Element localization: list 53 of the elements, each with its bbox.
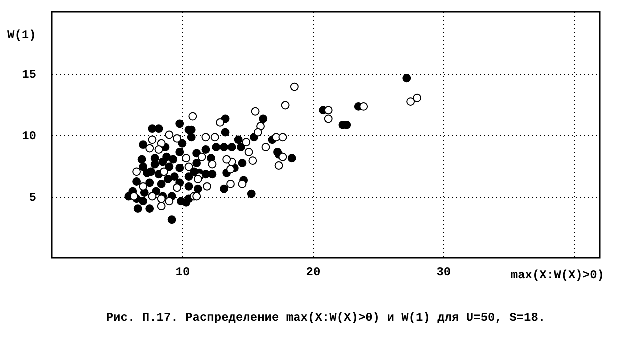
point	[324, 106, 333, 115]
point	[173, 184, 182, 192]
point	[203, 182, 212, 191]
x-tick-label: 30	[436, 266, 452, 280]
point	[194, 175, 202, 184]
point	[406, 98, 416, 106]
point	[157, 194, 166, 204]
point	[278, 133, 288, 142]
point	[413, 94, 422, 102]
point	[274, 162, 284, 170]
y-tick-label: 15	[22, 68, 36, 82]
point	[248, 156, 258, 166]
point	[208, 160, 217, 169]
y-axis-title: W(1)	[8, 28, 36, 42]
point	[165, 130, 174, 140]
text: Рис. П.17. Распределение max(X:W(X)>0) и W(1) для U=50, S=18.	[106, 311, 546, 325]
point	[192, 192, 202, 201]
point	[226, 165, 235, 174]
point	[242, 138, 251, 147]
point	[173, 134, 182, 143]
point	[148, 136, 157, 144]
point	[244, 148, 254, 156]
point	[188, 112, 198, 121]
point	[251, 107, 260, 116]
point	[160, 168, 168, 176]
point	[324, 114, 333, 124]
point	[198, 152, 206, 162]
point	[202, 133, 210, 142]
point	[157, 202, 166, 211]
point	[238, 180, 247, 188]
x-axis-title: max(X:W(X)>0)	[510, 268, 604, 282]
point	[165, 197, 174, 206]
point	[182, 154, 191, 163]
x-tick-label: 10	[176, 266, 190, 280]
point	[290, 82, 299, 92]
point	[139, 182, 148, 191]
point	[216, 118, 225, 127]
point	[360, 102, 368, 111]
point	[281, 101, 290, 110]
point	[184, 162, 194, 172]
point	[222, 155, 232, 164]
point	[148, 192, 157, 201]
point	[262, 143, 270, 152]
point	[132, 168, 142, 176]
point	[226, 180, 235, 188]
y-tick-label: 10	[22, 130, 36, 144]
point	[154, 146, 164, 154]
x-tick-label: 20	[306, 266, 321, 280]
point	[254, 128, 262, 137]
y-tick-label: 5	[29, 191, 36, 205]
point	[278, 152, 288, 162]
point	[146, 144, 154, 153]
point	[210, 133, 220, 142]
